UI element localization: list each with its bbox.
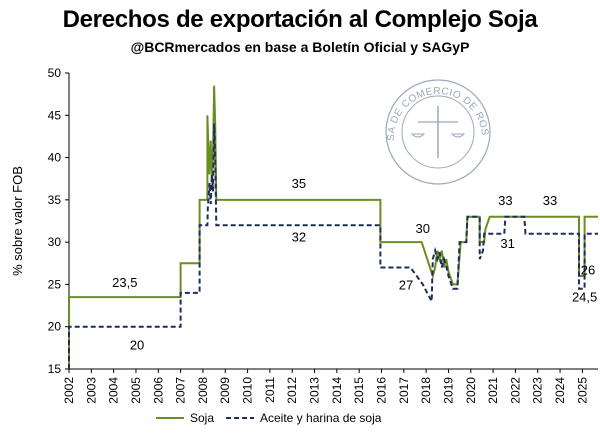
- data-label: 24,5: [572, 289, 597, 304]
- x-tick-label: 2015: [352, 377, 366, 404]
- x-tick-label: 2013: [308, 377, 322, 404]
- watermark-seal: BOLSA DE COMERCIO DE ROSARIO: [0, 0, 491, 185]
- chart-subtitle: @BCRmercados en base a Boletín Oficial y…: [130, 39, 470, 55]
- x-tick-label: 2003: [84, 377, 98, 404]
- x-tick-label: 2006: [151, 377, 165, 404]
- data-label: 23,5: [112, 275, 137, 290]
- x-tick-label: 2020: [464, 377, 478, 404]
- x-tick-label: 2025: [575, 377, 589, 404]
- chart-title: Derechos de exportación al Complejo Soja: [62, 6, 538, 33]
- y-tick-label: 40: [48, 151, 62, 165]
- seal-inner-ring: [401, 95, 475, 169]
- x-tick-label: 2021: [486, 377, 500, 404]
- x-tick-label: 2002: [62, 377, 76, 404]
- data-label: 31: [500, 236, 514, 251]
- x-tick-label: 2004: [107, 377, 121, 404]
- series-line-soja: [68, 85, 598, 369]
- seal-outer-ring: [385, 79, 491, 185]
- x-tick-label: 2007: [174, 377, 188, 404]
- data-label: 33: [498, 193, 512, 208]
- y-tick-label: 20: [48, 320, 62, 334]
- data-label: 27: [399, 278, 413, 293]
- data-label: 35: [292, 176, 306, 191]
- chart-annotations: 23,5 20 35 32 30 27 33 31 33 26 24,5: [112, 176, 597, 353]
- seal-scale-pans: [410, 133, 466, 138]
- x-tick-label: 2011: [263, 377, 277, 403]
- x-tick-label: 2010: [241, 377, 255, 404]
- x-tick-label: 2005: [129, 377, 143, 404]
- data-label: 30: [416, 221, 430, 236]
- y-tick-label: 25: [48, 277, 62, 291]
- legend-label-aceite-harina: Aceite y harina de soja: [260, 411, 382, 425]
- data-label: 33: [543, 193, 557, 208]
- data-label: 20: [130, 338, 144, 353]
- chart-series: [68, 85, 598, 369]
- data-label: 32: [292, 229, 306, 244]
- x-tick-label: 2024: [553, 377, 567, 404]
- x-tick-label: 2023: [531, 377, 545, 404]
- y-tick-label: 50: [48, 66, 62, 80]
- x-tick-label: 2009: [218, 377, 232, 404]
- x-tick-label: 2022: [508, 377, 522, 404]
- x-tick-label: 2012: [285, 377, 299, 404]
- x-tick-label: 2014: [330, 377, 344, 404]
- x-tick-label: 2016: [374, 377, 388, 404]
- x-tick-label: 2019: [441, 377, 455, 404]
- y-axis-title: % sobre valor FOB: [10, 166, 25, 276]
- x-tick-label: 2008: [196, 377, 210, 404]
- x-tick-label: 2017: [397, 377, 411, 404]
- y-tick-label: 35: [48, 193, 62, 207]
- chart-legend: Soja Aceite y harina de soja: [156, 411, 382, 425]
- seal-text: BOLSA DE COMERCIO DE ROSARIO: [0, 0, 490, 141]
- x-tick-label: 2018: [419, 377, 433, 404]
- y-tick-label: 45: [48, 108, 62, 122]
- legend-label-soja: Soja: [190, 411, 214, 425]
- data-label: 26: [581, 262, 595, 277]
- y-tick-label: 15: [48, 362, 62, 376]
- series-line-aceite-harina: [68, 123, 598, 369]
- y-tick-label: 30: [48, 235, 62, 249]
